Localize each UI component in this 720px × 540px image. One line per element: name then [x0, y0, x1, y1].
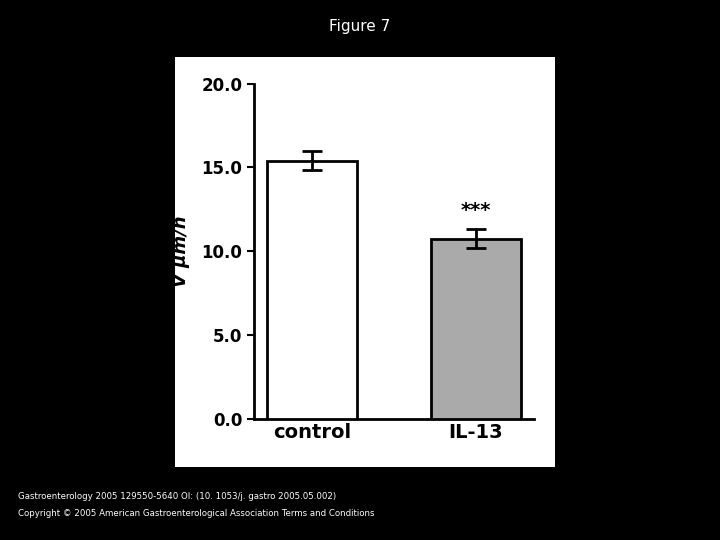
- Text: Gastroenterology 2005 129550-5640 OI: (10. 1053/j. gastro 2005.05.002): Gastroenterology 2005 129550-5640 OI: (1…: [18, 492, 336, 501]
- Text: Figure 7: Figure 7: [329, 19, 391, 34]
- Bar: [431, 239, 521, 418]
- Text: Copyright © 2005 American Gastroenterological Association Terms and Conditions: Copyright © 2005 American Gastroenterolo…: [18, 509, 374, 518]
- Bar: [267, 161, 357, 418]
- Y-axis label: V μm/h: V μm/h: [172, 215, 190, 287]
- Text: ***: ***: [461, 201, 491, 220]
